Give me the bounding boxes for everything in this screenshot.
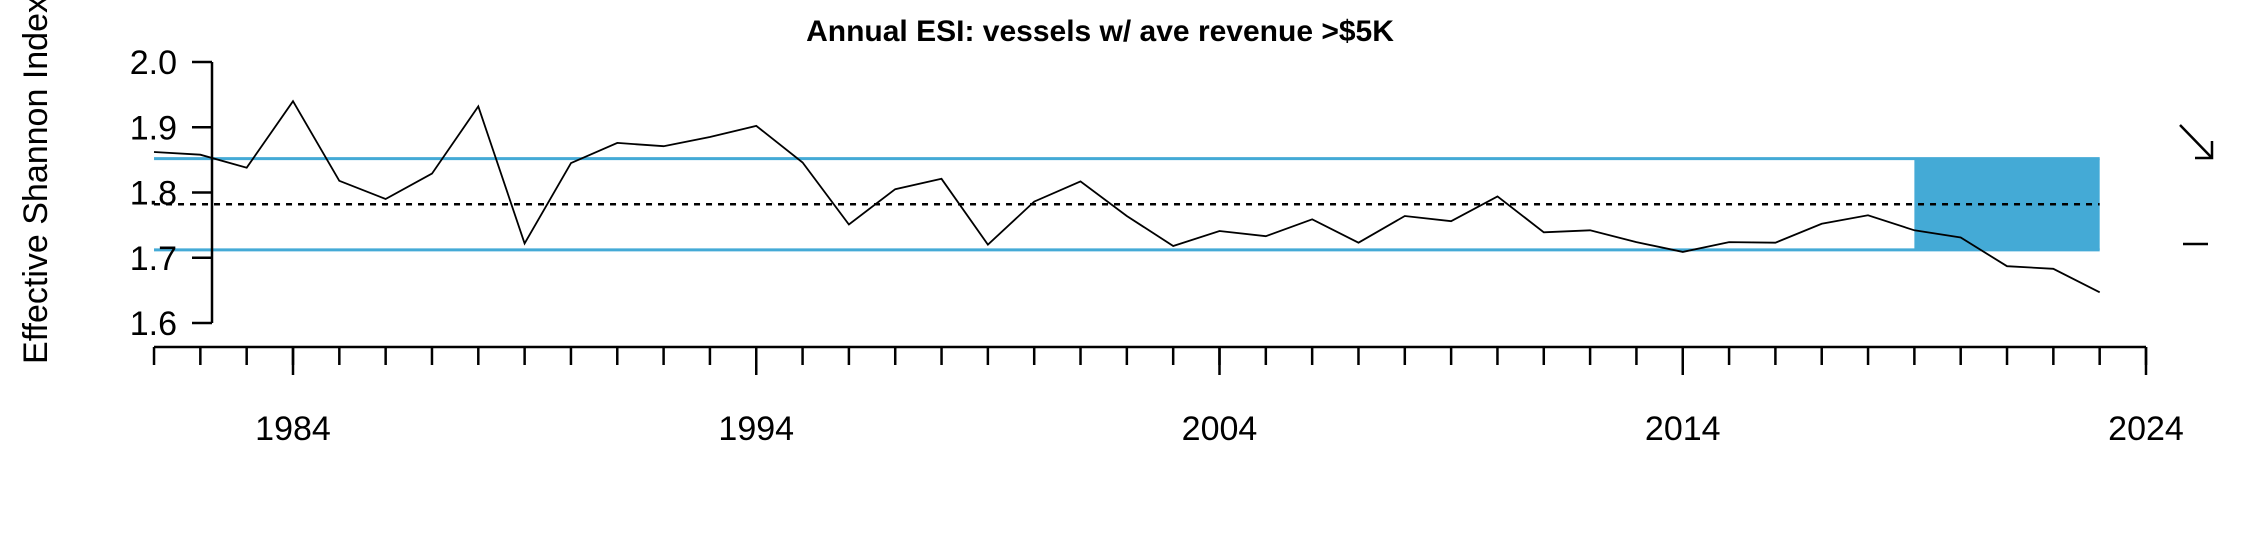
y-tick-label: 2.0	[130, 44, 177, 82]
indicators	[2179, 124, 2214, 246]
y-axis-label: Effective Shannon Index	[17, 0, 55, 364]
x-tick-label: 2004	[1182, 410, 1258, 448]
x-axis: 1984 1994 2004 2014 2024	[152, 345, 2184, 448]
series-layer	[153, 99, 2101, 294]
trend-arrow-icon	[2179, 124, 2214, 160]
x-tick-label: 2024	[2108, 410, 2184, 448]
y-tick-label: 1.6	[130, 305, 177, 343]
y-axis: 1.6 1.7 1.8 1.9 2.0	[130, 44, 214, 343]
x-tick-label: 1994	[718, 410, 794, 448]
chart-title: Annual ESI: vessels w/ ave revenue >$5K	[806, 15, 1394, 48]
series-line	[153, 99, 2101, 294]
y-tick-label: 1.8	[130, 175, 177, 213]
x-tick-label: 1984	[255, 410, 331, 448]
y-tick-label: 1.9	[130, 109, 177, 147]
sd-lines	[154, 157, 2100, 252]
y-tick-label: 1.7	[130, 240, 177, 278]
x-tick-label: 2014	[1645, 410, 1721, 448]
